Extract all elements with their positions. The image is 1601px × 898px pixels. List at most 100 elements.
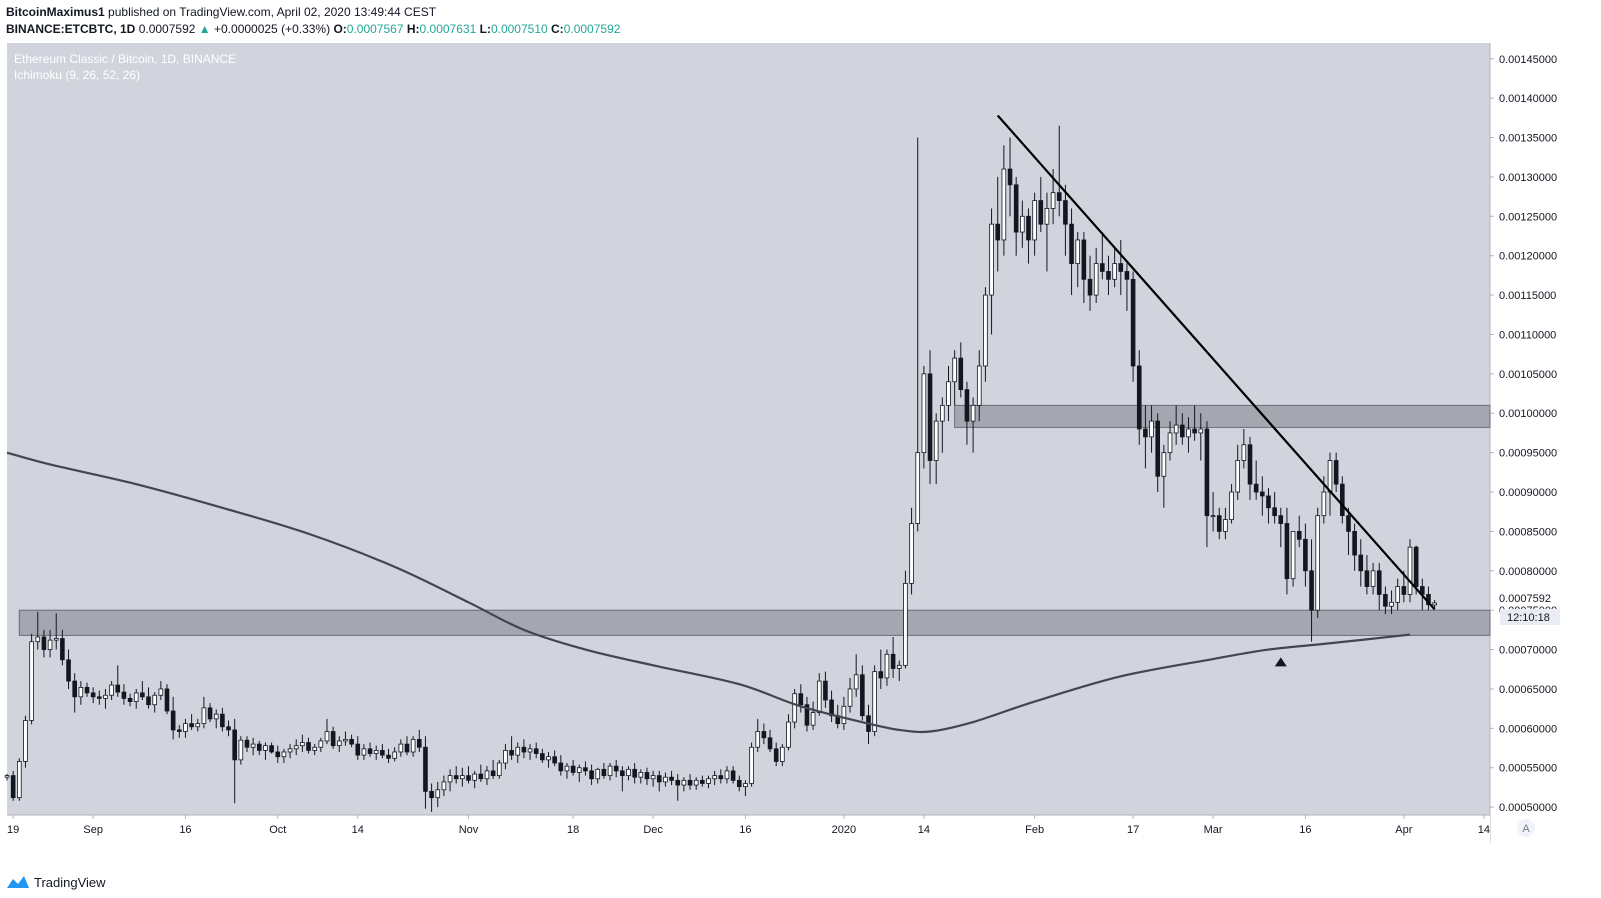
candle-down [1136,365,1142,430]
auto-scale-circle[interactable] [1517,819,1535,837]
candle-down [115,684,121,693]
candle-down [1346,515,1351,532]
y-tick-label: 0.00120000 [1499,251,1557,263]
candle-up [263,745,268,751]
candle-up [650,775,656,780]
y-tick-label: 0.00115000 [1499,290,1556,302]
candle-down [96,696,102,699]
auto-scale-label[interactable]: A [1522,823,1530,835]
auto-scale-button[interactable]: A [1517,819,1535,837]
candle-up [576,767,582,773]
price-tag-value: 0.0007592 [1499,593,1551,605]
marker-group [1274,657,1287,667]
support-resistance-zone [954,404,1491,428]
candle-down [1013,184,1019,233]
up-marker-icon [1274,657,1287,667]
candle-down [367,748,373,754]
time-axis[interactable] [7,815,1490,843]
candle-up [792,693,797,723]
candle-up [681,779,687,786]
candle-up [1149,420,1154,438]
candle-down [478,773,484,780]
y-tick-label: 0.00125000 [1499,211,1557,223]
candle-up [1198,428,1204,434]
candle-down [767,737,773,750]
price-axis[interactable] [1490,43,1601,843]
candle-down [964,389,970,422]
candle-up [1235,460,1241,493]
moving-average-line [6,451,1411,734]
candle-up [392,751,397,759]
candle-down [669,776,674,781]
candle-up [293,745,299,750]
candle-down [927,373,933,461]
candle-up [940,404,945,422]
candle-up [743,783,748,788]
candle-down [275,751,281,758]
candle-down [1118,263,1124,272]
candle-up [447,775,453,783]
candle-down [1204,428,1210,517]
candle-up [336,740,342,747]
x-tick-label: 16 [1299,824,1311,836]
y-tick-label: 0.00135000 [1499,133,1557,145]
candle-up [1290,531,1296,580]
candle-up [1327,460,1333,493]
candle-up [410,738,416,753]
candle-up [195,723,201,728]
x-tick-label: Mar [1204,824,1223,836]
candle-up [441,781,447,791]
candle-down [1340,483,1345,517]
candle-up [976,365,982,406]
candle-down [41,636,47,650]
candle-up [53,638,59,641]
x-tick-label: 14 [352,824,364,836]
x-tick-label: Oct [269,824,286,836]
candle-up [398,743,404,753]
candle-down [583,767,588,772]
candle-down [644,772,650,780]
candle-down [1358,554,1364,572]
candle-up [1075,239,1081,264]
candle-up [706,778,711,784]
candle-down [1063,200,1068,225]
candle-up [109,684,114,696]
candle-up [1321,491,1327,517]
candle-up [847,688,853,707]
y-tick-label: 0.00095000 [1499,448,1557,460]
candle-down [146,696,151,706]
candle-up [503,750,508,764]
candle-down [533,748,539,754]
candle-up [872,671,877,732]
x-tick-label: 2020 [832,824,856,836]
candle-down [1069,223,1074,264]
candle-down [416,738,422,748]
plot-area[interactable] [7,43,1490,815]
support-resistance-zone [18,609,1491,636]
candle-down [1303,538,1308,572]
candle-up [527,748,533,753]
candle-up [921,373,927,454]
x-tick-label: Sep [83,824,103,836]
author-name[interactable]: BitcoinMaximus1 [6,5,105,19]
candle-up [1186,428,1191,438]
candle-up [287,748,293,753]
candle-down [700,779,705,784]
candle-down [823,680,828,701]
candle-down [269,745,274,753]
candle-down [429,790,434,799]
candle-down [1056,192,1062,201]
chart-header: BitcoinMaximus1 published on TradingView… [0,0,1601,42]
candle-up [35,636,41,643]
candle-down [1180,424,1185,438]
candle-up [1210,515,1216,518]
candle-down [761,731,767,739]
publish-line: BitcoinMaximus1 published on TradingView… [6,4,436,20]
footer-branding[interactable]: TradingView [6,872,106,892]
candle-down [1100,263,1105,272]
x-tick-label: 16 [179,824,191,836]
candle-down [207,707,213,720]
symbol-label: BINANCE:ETCBTC, 1D [6,22,136,36]
candle-up [663,776,668,783]
